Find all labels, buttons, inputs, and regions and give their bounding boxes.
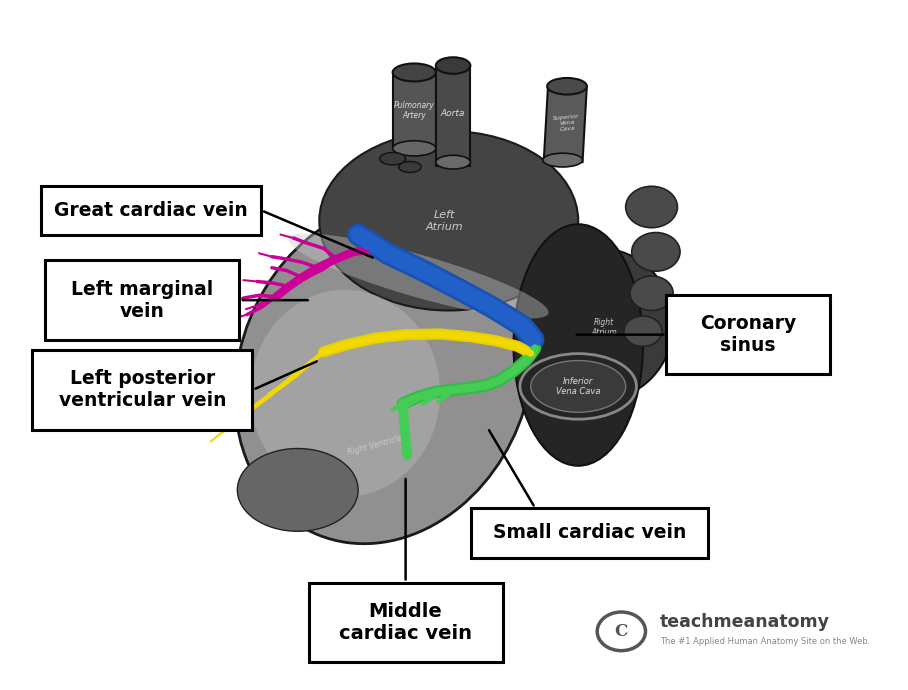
Text: Left marginal
vein: Left marginal vein	[71, 279, 213, 321]
Ellipse shape	[436, 57, 470, 74]
Ellipse shape	[289, 233, 548, 319]
Text: Right Ventricle: Right Ventricle	[347, 433, 404, 457]
Ellipse shape	[548, 78, 587, 95]
Text: Coronary
sinus: Coronary sinus	[700, 314, 796, 355]
Ellipse shape	[514, 224, 643, 466]
FancyBboxPatch shape	[309, 582, 503, 662]
Text: Superior
Vena
Cava: Superior Vena Cava	[553, 113, 581, 132]
Circle shape	[624, 316, 662, 346]
Ellipse shape	[527, 248, 673, 400]
Text: teachmeanatomy: teachmeanatomy	[660, 613, 830, 631]
FancyBboxPatch shape	[666, 295, 830, 374]
FancyBboxPatch shape	[470, 508, 708, 558]
Text: Small cardiac vein: Small cardiac vein	[493, 523, 686, 542]
Polygon shape	[392, 72, 436, 148]
Ellipse shape	[399, 161, 421, 172]
Ellipse shape	[392, 63, 436, 81]
Polygon shape	[436, 66, 470, 166]
Text: Pulmonary
Artery: Pulmonary Artery	[394, 101, 435, 120]
FancyBboxPatch shape	[45, 261, 240, 340]
Ellipse shape	[436, 155, 470, 169]
Text: Inferior
Vena Cava: Inferior Vena Cava	[556, 377, 600, 396]
Ellipse shape	[320, 131, 578, 310]
Ellipse shape	[392, 141, 436, 156]
Ellipse shape	[251, 290, 440, 497]
Circle shape	[630, 276, 673, 310]
Ellipse shape	[235, 201, 533, 544]
Ellipse shape	[531, 360, 626, 413]
Circle shape	[632, 233, 680, 271]
Text: Left posterior
ventricular vein: Left posterior ventricular vein	[59, 369, 226, 411]
Text: The #1 Applied Human Anatomy Site on the Web.: The #1 Applied Human Anatomy Site on the…	[660, 637, 871, 647]
Ellipse shape	[380, 152, 406, 165]
Text: C: C	[615, 623, 628, 640]
Text: Aorta: Aorta	[441, 109, 465, 119]
Ellipse shape	[520, 354, 637, 419]
Text: Left
Atrium: Left Atrium	[426, 210, 463, 232]
Ellipse shape	[237, 448, 358, 531]
FancyBboxPatch shape	[41, 186, 262, 235]
FancyBboxPatch shape	[33, 351, 252, 429]
Polygon shape	[544, 86, 587, 162]
Circle shape	[626, 186, 677, 228]
Ellipse shape	[543, 153, 583, 167]
Text: Right
Atrium: Right Atrium	[591, 318, 617, 337]
Text: Middle
cardiac vein: Middle cardiac vein	[339, 602, 472, 643]
Text: Great cardiac vein: Great cardiac vein	[54, 201, 248, 220]
